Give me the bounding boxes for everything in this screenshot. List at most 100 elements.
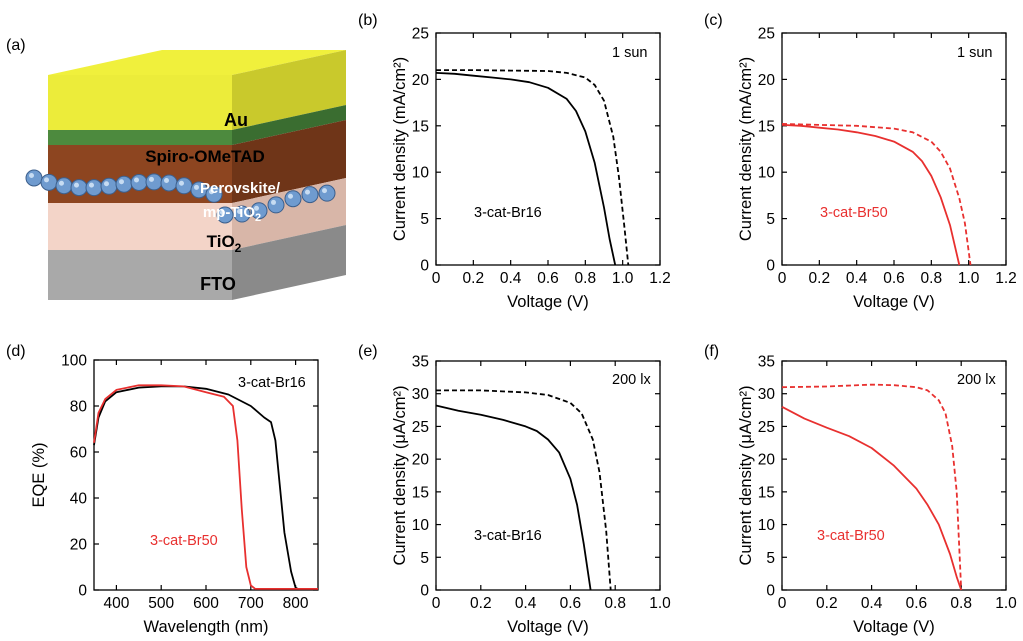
nanoparticle-highlight: [220, 210, 225, 215]
series-line-solid-0: [435, 72, 617, 266]
series-line-solid-0: [781, 406, 963, 591]
nanoparticle: [115, 175, 133, 193]
x-tick-label: 1.2: [649, 270, 671, 287]
y-tick-label: 0: [766, 258, 775, 275]
nanoparticle-highlight: [44, 177, 49, 183]
x-tick-label: 0.4: [846, 270, 868, 287]
fto-front: [48, 250, 232, 300]
y-tick-label: 20: [758, 452, 776, 469]
x-tick-label: 0.4: [515, 595, 537, 612]
y-axis-label: Current density (mA/cm²): [737, 57, 755, 241]
y-tick-label: 40: [70, 491, 88, 508]
y-tick-label: 30: [758, 386, 776, 403]
sample-label: 3-cat-Br16: [474, 205, 542, 221]
panel-label-b: (b): [358, 12, 378, 29]
au-side: [232, 50, 346, 130]
plot-frame: [781, 32, 1007, 266]
series-name-label: 3-cat-Br16: [238, 375, 306, 391]
y-tick-label: 60: [70, 445, 88, 462]
nanoparticle: [175, 177, 193, 195]
nanoparticle-highlight: [104, 181, 109, 187]
x-tick-label: 0: [432, 270, 441, 287]
layer-label-fto: FTO: [200, 274, 236, 294]
x-tick-label: 0.8: [921, 270, 943, 287]
y-tick-label: 15: [758, 118, 775, 135]
spiro-side: [232, 105, 346, 145]
plot-frame: [435, 360, 661, 591]
nanoparticle: [160, 174, 178, 192]
y-tick-label: 35: [412, 354, 429, 371]
nanoparticle: [284, 190, 302, 208]
x-tick-label: 800: [283, 595, 309, 612]
x-tick-label: 0.2: [463, 270, 485, 287]
nanoparticle: [267, 196, 285, 214]
nanoparticle-highlight: [74, 182, 79, 188]
layer-label-spiro: Spiro-OMeTAD: [145, 147, 265, 166]
y-tick-label: 5: [420, 211, 429, 228]
y-tick-label: 10: [758, 165, 776, 182]
nanoparticle-highlight: [237, 209, 242, 215]
sample-label: 3-cat-Br50: [817, 528, 885, 544]
y-tick-label: 25: [758, 419, 775, 436]
y-tick-label: 30: [412, 386, 430, 403]
x-tick-label: 1.0: [958, 270, 980, 287]
x-axis-label: Voltage (V): [853, 293, 935, 311]
x-tick-label: 0.6: [906, 595, 928, 612]
y-tick-label: 0: [766, 583, 775, 600]
x-tick-label: 0.4: [500, 270, 522, 287]
series-line-dashed-1: [436, 69, 630, 266]
y-tick-label: 0: [420, 258, 429, 275]
nanoparticle-highlight: [149, 176, 154, 182]
y-tick-label: 20: [758, 72, 776, 89]
y-tick-label: 20: [412, 452, 430, 469]
nanoparticle: [100, 177, 118, 195]
x-tick-label: 700: [238, 595, 264, 612]
sample-label: 3-cat-Br50: [820, 205, 888, 221]
plot-frame: [781, 360, 1007, 591]
y-tick-label: 15: [412, 484, 429, 501]
y-axis-label: Current density (mA/cm²): [391, 57, 409, 241]
mp-tio2-sub: 2: [255, 212, 261, 224]
nanoparticle: [70, 179, 88, 197]
x-tick-label: 0.2: [816, 595, 838, 612]
y-tick-label: 80: [70, 399, 88, 416]
device-schematic: Au Spiro-OMeTAD Perovskite/ mp-TiO2 TiO2…: [25, 50, 346, 300]
x-tick-label: 0: [778, 595, 787, 612]
nanoparticle: [25, 169, 43, 187]
y-tick-label: 100: [61, 353, 87, 370]
series-line-solid-1: [93, 384, 318, 590]
chart-b: 0 0.2 0.4 0.6 0.8 1.0 1.2 0 5 10 15 20 25 Voltage (V)…: [391, 26, 671, 312]
nanoparticle-highlight: [288, 193, 293, 199]
x-axis-label: Wavelength (nm): [143, 618, 268, 636]
x-tick-label: 1.0: [612, 270, 634, 287]
y-tick-label: 10: [758, 517, 776, 534]
y-tick-label: 5: [420, 550, 429, 567]
x-tick-label: 500: [148, 595, 174, 612]
nanoparticle-highlight: [29, 173, 34, 178]
x-tick-label: 0.2: [809, 270, 831, 287]
y-tick-label: 25: [412, 419, 429, 436]
nanoparticle-highlight: [89, 182, 94, 188]
chart-c: 0 0.2 0.4 0.6 0.8 1.0 1.2 0 5 10 15 20 25 Voltage (V)…: [737, 26, 1017, 312]
layer-label-au: Au: [224, 110, 248, 130]
series-line-dashed-1: [781, 123, 972, 266]
tio2-sub: 2: [235, 241, 242, 255]
nanoparticle-highlight: [179, 180, 184, 186]
nanoparticle: [40, 173, 58, 191]
series-line-dashed-1: [781, 383, 963, 591]
panel-label-f: (f): [704, 343, 719, 360]
fto-side: [232, 225, 346, 300]
x-axis-label: Voltage (V): [507, 293, 589, 311]
x-tick-label: 1.0: [649, 595, 671, 612]
y-tick-label: 25: [758, 26, 775, 43]
y-tick-label: 0: [78, 583, 87, 600]
x-tick-label: 1.0: [995, 595, 1017, 612]
nanoparticle: [145, 173, 163, 191]
x-tick-label: 0.2: [470, 595, 492, 612]
condition-label: 200 lx: [612, 372, 651, 388]
y-axis-label: Current density (μA/cm²): [737, 385, 755, 565]
y-tick-label: 20: [412, 72, 430, 89]
y-tick-label: 10: [412, 165, 430, 182]
